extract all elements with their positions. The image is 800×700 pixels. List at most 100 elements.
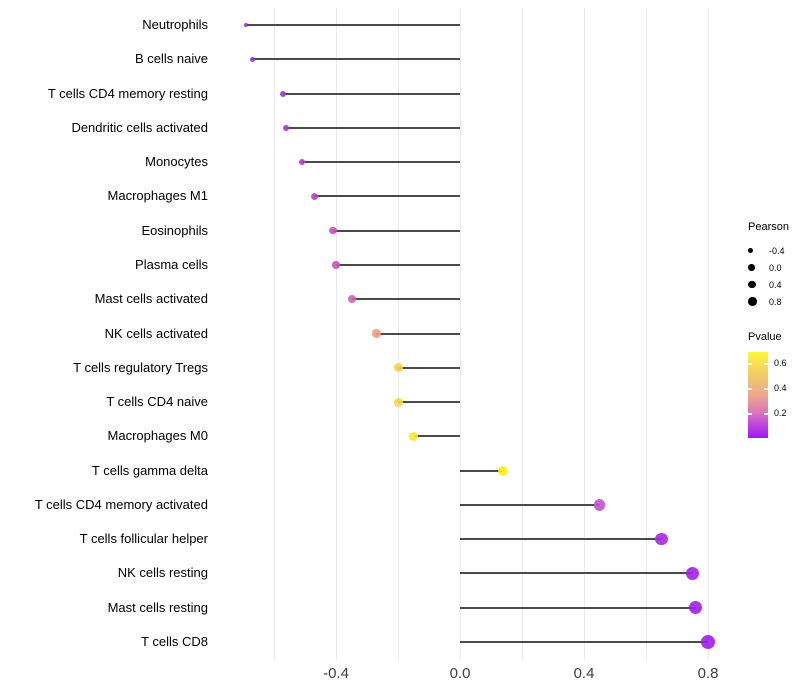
category-label: T cells gamma delta (91, 462, 208, 478)
legend-dot (748, 248, 753, 253)
category-label: B cells naive (135, 51, 208, 67)
category-label: T cells CD4 naive (106, 394, 208, 410)
stem-line (283, 92, 460, 95)
data-point-dot (372, 329, 381, 338)
category-label: NK cells activated (104, 325, 208, 341)
x-tick-label: 0.0 (449, 665, 471, 682)
legend-item-label: 0.0 (769, 262, 782, 273)
category-label: Dendritic cells activated (71, 119, 208, 135)
colorbar-wrap: 0.6 0.4 0.2 (748, 352, 787, 438)
data-point-dot (332, 261, 340, 269)
stem-line (286, 126, 460, 129)
data-point-dot (498, 465, 509, 476)
category-label: T cells regulatory Tregs (73, 359, 208, 375)
stem-line (460, 606, 696, 609)
colorbar-label: 0.4 (774, 383, 787, 393)
pvalue-colorbar (748, 352, 768, 438)
stem-line (398, 366, 460, 369)
pearson-legend-item: 0.8 (748, 293, 789, 310)
pearson-legend-title: Pearson (748, 221, 789, 233)
colorbar-tick (748, 413, 752, 415)
colorbar-tick (764, 363, 768, 365)
stem-line (460, 641, 708, 644)
category-label: Eosinophils (141, 222, 209, 238)
legend-item-label: 0.8 (769, 296, 782, 307)
data-point-dot (408, 431, 419, 442)
category-label: T cells CD8 (141, 634, 208, 650)
category-label: Plasma cells (135, 256, 208, 272)
pearson-size-legend: Pearson -0.4 0.0 0.4 0.8 (748, 221, 789, 310)
data-point-dot (283, 124, 290, 131)
data-point-dot (244, 23, 249, 27)
data-point-dot (347, 295, 356, 304)
gridline (708, 8, 709, 660)
category-label: Monocytes (145, 154, 208, 170)
category-label: T cells follicular helper (79, 531, 208, 547)
stem-line (351, 298, 460, 301)
pearson-legend-item: -0.4 (748, 242, 789, 259)
category-label: Macrophages M1 (107, 188, 208, 204)
gridline (336, 8, 337, 660)
legend-item-label: 0.4 (769, 279, 782, 290)
gridline (522, 8, 523, 660)
legend-item-label: -0.4 (769, 245, 785, 256)
data-point-dot (593, 499, 606, 511)
pearson-legend-item: 0.4 (748, 276, 789, 293)
category-label: Mast cells resting (107, 599, 208, 615)
data-point-dot (686, 566, 699, 580)
data-point-dot (393, 363, 403, 373)
colorbar-label: 0.6 (774, 358, 787, 368)
y-axis-labels: Neutrophils B cells naive T cells CD4 memo… (0, 8, 214, 660)
stem-line (314, 195, 460, 198)
pvalue-legend-title: Pvalue (748, 331, 782, 343)
legend-dot (748, 280, 756, 289)
stem-line (460, 469, 504, 472)
stem-line (460, 538, 662, 541)
colorbar-label: 0.2 (774, 408, 787, 418)
plot-panel (222, 8, 737, 660)
category-label: Neutrophils (142, 17, 208, 32)
category-label: T cells CD4 memory activated (34, 496, 208, 512)
pearson-legend-item: 0.0 (748, 259, 789, 276)
category-label: Mast cells activated (94, 291, 208, 307)
colorbar-tick (748, 363, 752, 365)
stem-line (301, 161, 460, 164)
stem-line (246, 24, 460, 26)
gridline (460, 8, 461, 660)
gridline (274, 8, 275, 660)
stem-line (460, 572, 693, 575)
x-axis: -0.4 0.0 0.4 0.8 (222, 663, 737, 685)
data-point-dot (298, 158, 306, 166)
data-point-dot (655, 532, 668, 546)
stem-line (460, 503, 600, 506)
stem-line (413, 435, 460, 438)
category-label: T cells CD4 memory resting (47, 85, 208, 101)
stem-line (376, 332, 460, 335)
data-point-dot (701, 635, 715, 650)
pvalue-color-legend: Pvalue 0.6 0.4 0.2 (748, 331, 787, 438)
x-tick-label: 0.4 (573, 665, 595, 682)
data-point-dot (280, 90, 287, 97)
data-point-dot (329, 226, 337, 235)
gridline (646, 8, 647, 660)
colorbar-tick (764, 388, 768, 390)
x-tick-label: -0.4 (323, 665, 349, 682)
data-point-dot (249, 56, 255, 62)
pearson-legend-items: -0.4 0.0 0.4 0.8 (748, 242, 789, 310)
data-point-dot (393, 397, 403, 407)
data-point-dot (310, 192, 318, 200)
stem-line (336, 263, 460, 266)
colorbar-tick (764, 413, 768, 415)
stem-line (332, 229, 460, 232)
category-label: NK cells resting (117, 565, 208, 581)
gridline (584, 8, 585, 660)
colorbar-tick (748, 388, 752, 390)
legend-dot (748, 264, 755, 271)
legend-dot (748, 297, 757, 306)
stem-line (252, 58, 460, 61)
data-point-dot (689, 601, 703, 615)
x-tick-label: 0.8 (697, 665, 719, 682)
stem-line (398, 401, 460, 404)
category-label: Macrophages M0 (107, 428, 208, 444)
